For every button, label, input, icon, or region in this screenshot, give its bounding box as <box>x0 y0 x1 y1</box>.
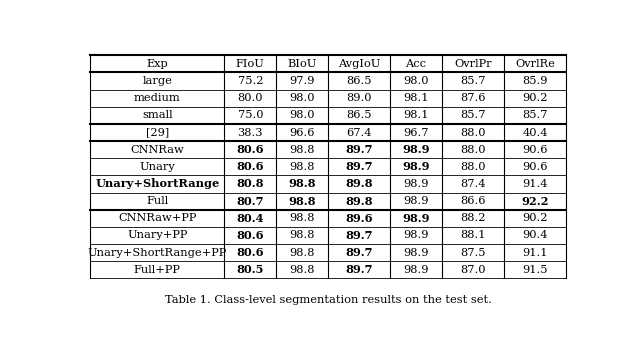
Text: 86.6: 86.6 <box>460 196 486 206</box>
Text: Exp: Exp <box>147 59 168 69</box>
Text: 80.5: 80.5 <box>237 264 264 275</box>
Text: CNNRaw+PP: CNNRaw+PP <box>118 213 196 223</box>
Text: 98.8: 98.8 <box>289 265 315 275</box>
Text: 67.4: 67.4 <box>346 127 372 138</box>
Text: 98.8: 98.8 <box>289 162 315 172</box>
Text: 89.7: 89.7 <box>346 144 373 155</box>
Text: 98.8: 98.8 <box>289 196 316 207</box>
Text: 88.0: 88.0 <box>460 127 486 138</box>
Text: 75.0: 75.0 <box>237 110 263 120</box>
Text: 97.9: 97.9 <box>289 76 315 86</box>
Text: 98.1: 98.1 <box>403 110 429 120</box>
Text: 85.7: 85.7 <box>460 76 486 86</box>
Text: Acc: Acc <box>406 59 426 69</box>
Text: 98.8: 98.8 <box>289 248 315 258</box>
Text: OvrlRe: OvrlRe <box>515 59 555 69</box>
Text: 80.0: 80.0 <box>237 93 263 103</box>
Text: [29]: [29] <box>145 127 169 138</box>
Text: 89.7: 89.7 <box>346 230 373 241</box>
Text: large: large <box>142 76 172 86</box>
Text: 98.9: 98.9 <box>403 265 429 275</box>
Text: 91.5: 91.5 <box>522 265 548 275</box>
Text: 98.9: 98.9 <box>403 196 429 206</box>
Text: 98.9: 98.9 <box>403 248 429 258</box>
Text: 89.7: 89.7 <box>346 264 373 275</box>
Text: 88.1: 88.1 <box>460 230 486 240</box>
Text: 87.6: 87.6 <box>460 93 486 103</box>
Text: 98.8: 98.8 <box>289 230 315 240</box>
Text: 80.6: 80.6 <box>237 161 264 172</box>
Text: 80.8: 80.8 <box>237 178 264 190</box>
Text: 89.8: 89.8 <box>346 196 373 207</box>
Text: 98.0: 98.0 <box>289 93 315 103</box>
Text: 87.5: 87.5 <box>460 248 486 258</box>
Text: 98.8: 98.8 <box>289 178 316 190</box>
Text: 89.7: 89.7 <box>346 161 373 172</box>
Text: 85.9: 85.9 <box>522 76 548 86</box>
Text: 98.0: 98.0 <box>289 110 315 120</box>
Text: BIoU: BIoU <box>287 59 317 69</box>
Text: 90.6: 90.6 <box>522 162 548 172</box>
Text: Unary: Unary <box>140 162 175 172</box>
Text: CNNRaw: CNNRaw <box>131 145 184 155</box>
Text: 80.7: 80.7 <box>237 196 264 207</box>
Text: 98.9: 98.9 <box>402 144 429 155</box>
Text: 96.6: 96.6 <box>289 127 315 138</box>
Text: 90.4: 90.4 <box>522 230 548 240</box>
Text: 98.9: 98.9 <box>403 230 429 240</box>
Text: 85.7: 85.7 <box>460 110 486 120</box>
Text: 98.9: 98.9 <box>403 179 429 189</box>
Text: 87.0: 87.0 <box>460 265 486 275</box>
Text: Unary+ShortRange+PP: Unary+ShortRange+PP <box>88 248 227 258</box>
Text: 80.6: 80.6 <box>237 247 264 258</box>
Text: 98.9: 98.9 <box>402 161 429 172</box>
Text: 89.6: 89.6 <box>346 213 373 224</box>
Text: 98.9: 98.9 <box>402 213 429 224</box>
Text: 80.4: 80.4 <box>237 213 264 224</box>
Text: small: small <box>142 110 173 120</box>
Text: 98.0: 98.0 <box>403 76 429 86</box>
Text: Full+PP: Full+PP <box>134 265 180 275</box>
Text: 98.8: 98.8 <box>289 145 315 155</box>
Text: 86.5: 86.5 <box>346 110 372 120</box>
Text: Unary+PP: Unary+PP <box>127 230 188 240</box>
Text: 88.0: 88.0 <box>460 162 486 172</box>
Text: 98.8: 98.8 <box>289 213 315 223</box>
Text: 40.4: 40.4 <box>522 127 548 138</box>
Text: 92.2: 92.2 <box>521 196 548 207</box>
Text: 91.1: 91.1 <box>522 248 548 258</box>
Text: 98.1: 98.1 <box>403 93 429 103</box>
Text: 38.3: 38.3 <box>237 127 263 138</box>
Text: 88.0: 88.0 <box>460 145 486 155</box>
Text: 90.2: 90.2 <box>522 93 548 103</box>
Text: 89.0: 89.0 <box>346 93 372 103</box>
Text: AvgIoU: AvgIoU <box>338 59 380 69</box>
Text: 86.5: 86.5 <box>346 76 372 86</box>
Text: medium: medium <box>134 93 180 103</box>
Text: 89.8: 89.8 <box>346 178 373 190</box>
Text: OvrlPr: OvrlPr <box>454 59 492 69</box>
Text: 88.2: 88.2 <box>460 213 486 223</box>
Text: 75.2: 75.2 <box>237 76 263 86</box>
Text: 90.2: 90.2 <box>522 213 548 223</box>
Text: Full: Full <box>146 196 168 206</box>
Text: 90.6: 90.6 <box>522 145 548 155</box>
Text: FIoU: FIoU <box>236 59 265 69</box>
Text: 89.7: 89.7 <box>346 247 373 258</box>
Text: Table 1. Class-level segmentation results on the test set.: Table 1. Class-level segmentation result… <box>164 295 492 305</box>
Text: Unary+ShortRange: Unary+ShortRange <box>95 178 220 190</box>
Text: 91.4: 91.4 <box>522 179 548 189</box>
Text: 87.4: 87.4 <box>460 179 486 189</box>
Text: 96.7: 96.7 <box>403 127 429 138</box>
Text: 80.6: 80.6 <box>237 230 264 241</box>
Text: 85.7: 85.7 <box>522 110 548 120</box>
Text: 80.6: 80.6 <box>237 144 264 155</box>
